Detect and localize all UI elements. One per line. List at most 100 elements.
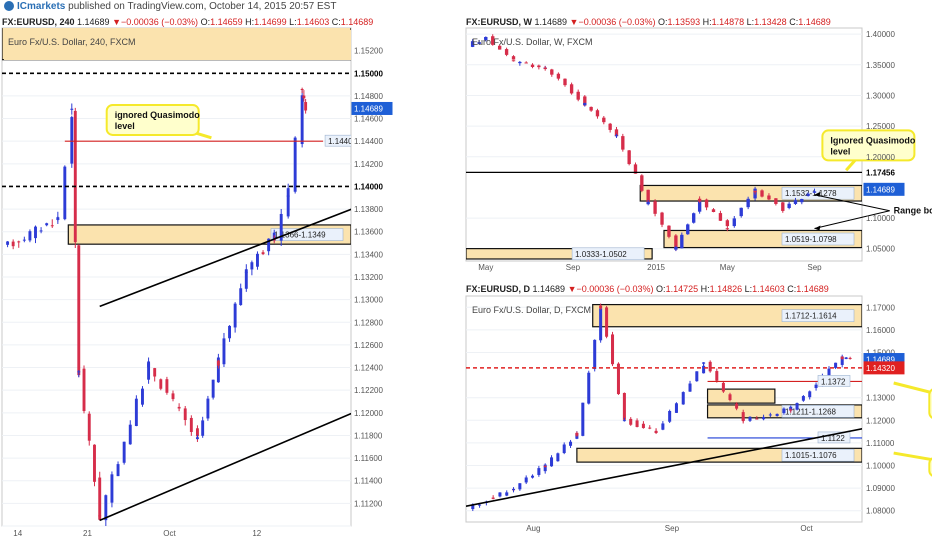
y-tick-label: 1.13200 [354,273,383,282]
annotation-text: Range bound [894,206,932,216]
candle-body [622,420,626,422]
callout-text: Ignored Quasimodo [830,135,916,145]
candle-body [206,398,210,419]
chart-label: Euro Fx/U.S. Dollar, D, FXCM [472,305,591,315]
candle-body [775,413,779,416]
candle-body [654,431,658,433]
callout-pointer [893,381,932,395]
y-tick-label: 1.10000 [866,462,895,471]
level-label-box [817,375,851,387]
y-tick-label: 1.12200 [354,386,383,395]
candle-body [605,307,609,337]
candle-body [725,220,730,227]
candle-body [28,231,32,241]
chart-label: Euro Fx/U.S. Dollar, 240, FXCM [8,37,136,47]
candle-body [621,136,625,150]
candle-body [550,457,554,467]
candle-body [504,49,509,55]
candle-body [98,515,102,517]
candle-body [583,96,587,106]
y-tick-label: 1.15000 [866,349,895,358]
candle-body [302,95,306,99]
price-tag-label: 1.15000 [354,69,383,78]
candle-body [524,477,528,483]
candle-body [171,393,175,400]
candle-body [478,504,482,506]
x-tick-label: Oct [163,529,176,538]
candle-body [575,432,579,436]
candle-body [104,495,108,521]
x-tick-label: May [478,263,493,272]
candle-body [165,379,169,393]
y-tick-label: 1.20000 [866,153,895,162]
candle-body [674,403,678,413]
candle-body [562,444,566,454]
candle-body [834,362,838,368]
candle-body [702,365,706,374]
candle-body [147,361,151,368]
candle-body [793,200,798,204]
candle-body [195,437,199,440]
candle-body [505,492,509,496]
candle-body [511,60,516,62]
candle-body [806,193,810,196]
y-tick-label: 1.25000 [866,122,895,131]
candle-body [840,356,844,365]
y-tick-label: 1.30000 [866,91,895,100]
callout-box [928,457,932,477]
label-bg [4,30,351,60]
price-tag [863,165,905,179]
candle-body [746,198,750,208]
candle-body [77,371,81,373]
candle-body [189,417,193,432]
candle-body [697,201,702,212]
supply-demand-zone [466,248,653,260]
candle-body [640,175,644,191]
candle-body [681,392,685,405]
candle-body [261,252,265,255]
candle-body [272,239,276,241]
y-tick-label: 1.14600 [354,115,383,124]
candle-body [692,213,696,223]
candle-body [256,253,259,267]
candle-body [6,241,10,245]
level-label-box [324,134,351,147]
candle-body [762,416,766,420]
candle-body [581,402,585,436]
candle-body [141,388,144,405]
candle-body [300,88,304,90]
zone-label-box [571,247,645,261]
candle-body [543,464,547,472]
zone-label-box [781,309,855,322]
candle-body [814,384,818,389]
price-tag-label: 1.14689 [866,356,895,365]
candle-body [688,383,692,392]
candle-body [530,64,535,68]
y-tick-label: 1.14200 [354,160,383,169]
candle-body [537,65,541,68]
chart-w: FX:EURUSD, W 1.14689 ▼−0.00036 (−0.03%) … [465,17,932,272]
candle-body [195,428,199,437]
candle-body [667,225,671,237]
candle-body [844,357,848,360]
candle-body [732,218,736,227]
candle-body [614,135,619,137]
x-tick-label: Oct [800,524,813,533]
candle-body [550,69,554,75]
candle-body [511,56,516,60]
candle-body [70,108,74,110]
candle-body [17,241,21,243]
candle-body [602,117,606,123]
candle-body [641,423,645,429]
candle-body [177,406,181,409]
callout-pointer [893,451,932,462]
zone-label: 1.1712-1.1614 [785,312,837,321]
x-tick-label: Sep [807,263,822,272]
candle-body [497,45,502,50]
x-tick-label: 12 [252,529,261,538]
candle-body [801,396,805,401]
candle-body [233,303,237,328]
candle-body [531,475,535,478]
author-link[interactable]: ICmarkets [17,1,66,12]
candle-body [491,36,495,45]
